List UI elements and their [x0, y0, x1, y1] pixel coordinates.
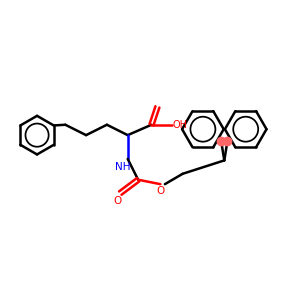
Text: O: O	[113, 196, 122, 206]
Text: OH: OH	[172, 120, 187, 130]
Text: NH: NH	[116, 162, 131, 172]
Text: O: O	[156, 186, 164, 196]
